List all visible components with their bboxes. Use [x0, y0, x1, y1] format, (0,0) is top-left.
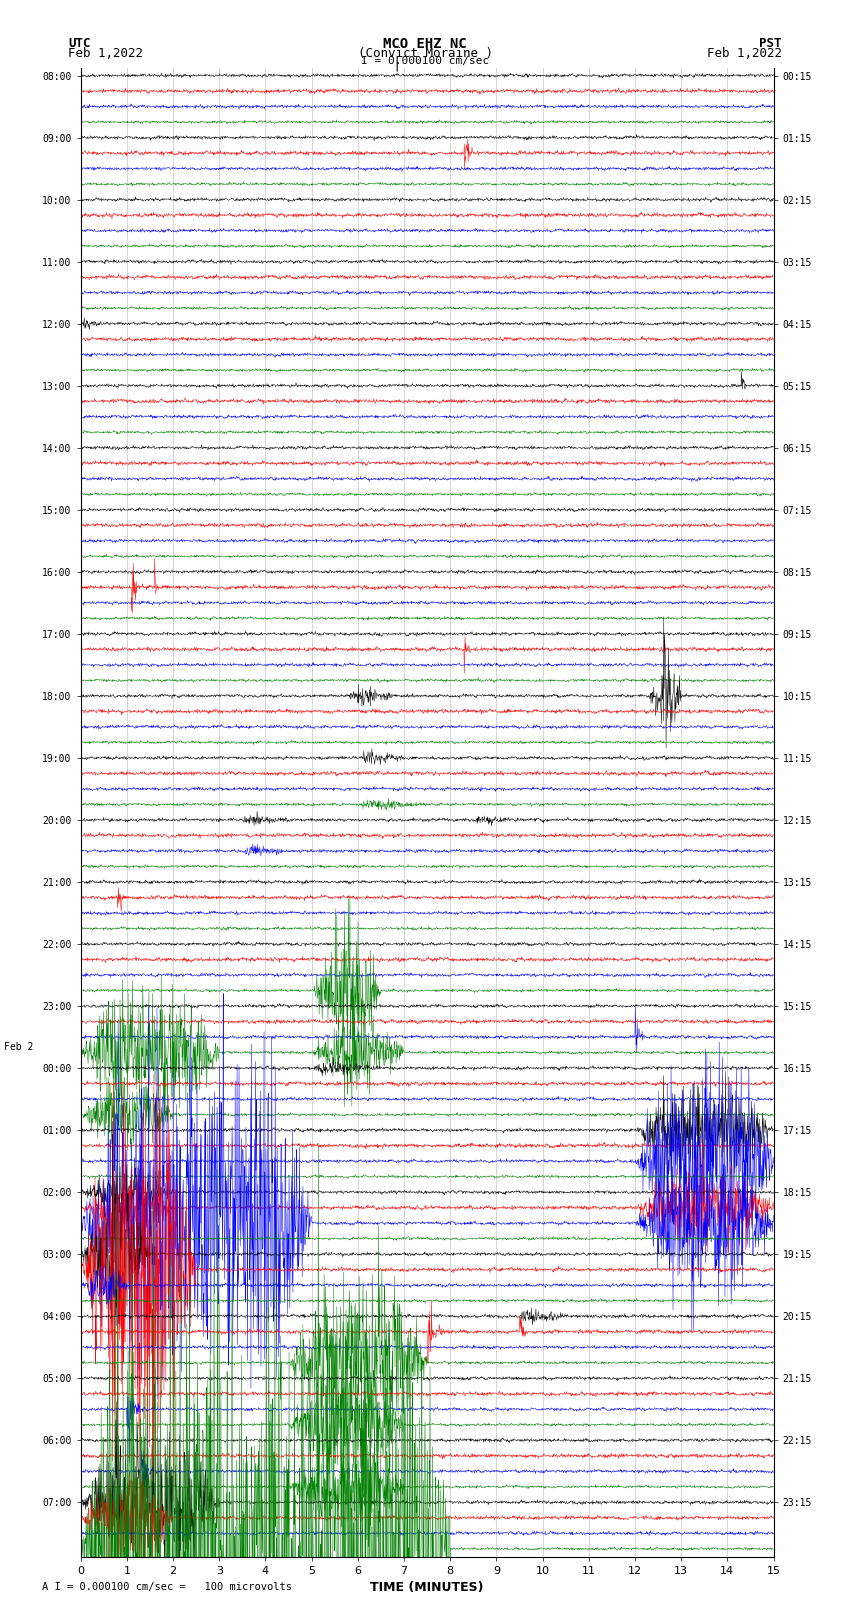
- Text: UTC: UTC: [68, 37, 90, 50]
- X-axis label: TIME (MINUTES): TIME (MINUTES): [371, 1581, 484, 1594]
- Text: MCO EHZ NC: MCO EHZ NC: [383, 37, 467, 52]
- Text: Feb 2: Feb 2: [4, 1042, 34, 1052]
- Text: (Convict Moraine ): (Convict Moraine ): [358, 47, 492, 60]
- Text: Feb 1,2022: Feb 1,2022: [707, 47, 782, 60]
- Text: Feb 1,2022: Feb 1,2022: [68, 47, 143, 60]
- Text: PST: PST: [760, 37, 782, 50]
- Text: |: |: [393, 56, 401, 71]
- Text: A I = 0.000100 cm/sec =   100 microvolts: A I = 0.000100 cm/sec = 100 microvolts: [42, 1582, 292, 1592]
- Text: I = 0.000100 cm/sec: I = 0.000100 cm/sec: [361, 56, 489, 66]
